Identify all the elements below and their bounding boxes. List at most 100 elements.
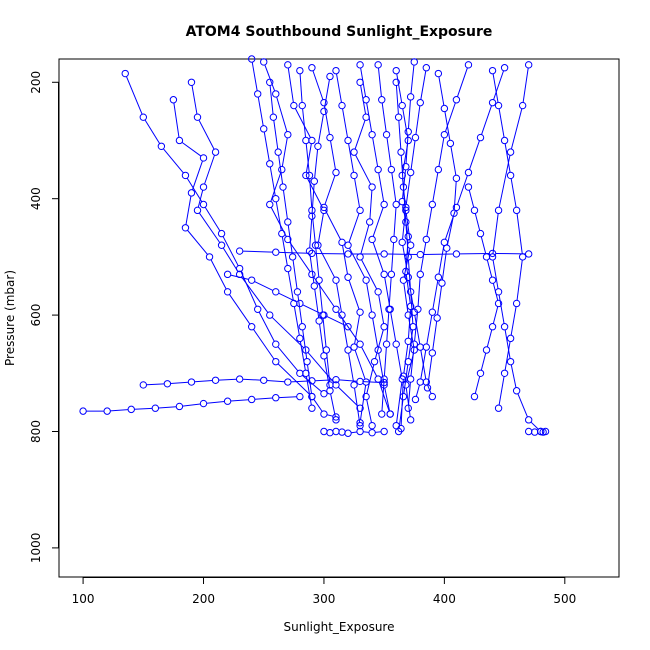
data-point xyxy=(397,148,405,156)
data-series xyxy=(411,64,509,404)
series-segment xyxy=(278,155,284,184)
series-segment xyxy=(278,396,297,399)
series-segment xyxy=(264,64,276,92)
series-segment xyxy=(319,324,325,353)
data-point xyxy=(440,104,449,113)
data-point xyxy=(217,241,226,249)
series-segment xyxy=(410,347,415,376)
series-segment xyxy=(383,347,387,376)
series-segment xyxy=(146,383,165,386)
series-segment xyxy=(324,175,336,205)
series-segment xyxy=(242,250,273,253)
series-segment xyxy=(391,172,397,202)
series-segment xyxy=(444,111,451,141)
data-point xyxy=(308,212,316,220)
data-point xyxy=(279,183,287,191)
data-point xyxy=(402,203,410,212)
series-segment xyxy=(354,349,366,380)
series-segment xyxy=(125,76,143,115)
series-segment xyxy=(282,190,288,219)
series-segment xyxy=(396,347,403,377)
series-segment xyxy=(410,140,416,170)
data-point xyxy=(409,323,417,331)
data-point xyxy=(296,334,304,343)
data-point xyxy=(524,416,533,424)
data-point xyxy=(404,273,412,281)
series-segment xyxy=(360,85,367,115)
series-segment xyxy=(372,318,379,347)
series-segment xyxy=(408,382,411,406)
data-series xyxy=(305,72,340,424)
data-point xyxy=(308,249,316,258)
series-segment xyxy=(254,397,273,400)
series-segment xyxy=(278,251,309,254)
data-point xyxy=(488,276,497,284)
series-segment xyxy=(384,387,391,412)
data-point xyxy=(332,413,340,421)
series-segment xyxy=(302,108,307,138)
series-segment xyxy=(516,213,523,254)
series-segment xyxy=(230,274,249,280)
series-segment xyxy=(312,70,324,100)
series-segment xyxy=(305,376,312,406)
data-point xyxy=(416,343,424,351)
data-point xyxy=(303,357,311,366)
series-segment xyxy=(192,160,203,191)
data-point xyxy=(476,229,485,238)
data-point xyxy=(500,323,509,331)
series-segment xyxy=(398,120,402,149)
data-point xyxy=(399,183,408,191)
data-point xyxy=(410,346,418,354)
data-point xyxy=(157,142,166,151)
data-point xyxy=(305,171,314,180)
data-point xyxy=(374,375,382,383)
data-point xyxy=(79,407,87,415)
data-point xyxy=(356,206,364,215)
series-segment xyxy=(420,350,427,379)
data-point xyxy=(199,399,208,408)
data-point xyxy=(390,235,398,244)
data-point xyxy=(434,165,443,174)
series-segment xyxy=(299,73,303,103)
data-point xyxy=(260,125,268,133)
series-segment xyxy=(314,289,320,318)
data-point xyxy=(293,288,302,296)
data-point xyxy=(443,244,451,252)
data-point xyxy=(296,392,304,401)
data-point xyxy=(311,241,320,249)
data-point xyxy=(464,61,473,69)
series-segment xyxy=(354,178,361,208)
data-point xyxy=(406,375,415,383)
data-point xyxy=(387,270,396,279)
series-segment xyxy=(354,315,361,345)
series-segment xyxy=(510,306,517,336)
data-point xyxy=(470,206,479,215)
series-segment xyxy=(432,280,439,310)
data-point xyxy=(338,428,346,436)
series-segment xyxy=(486,259,493,278)
data-point xyxy=(524,250,533,258)
data-point xyxy=(404,232,412,241)
series-segment xyxy=(290,380,309,383)
data-series xyxy=(488,66,527,412)
series-segment xyxy=(191,85,198,115)
data-point xyxy=(235,247,244,255)
data-point xyxy=(175,136,184,145)
data-series xyxy=(235,247,533,259)
data-point xyxy=(332,375,340,384)
y-axis-label: Pressure (mbar) xyxy=(3,270,17,366)
series-segment xyxy=(210,259,227,290)
data-point xyxy=(151,404,160,412)
data-point xyxy=(406,241,415,249)
series-segment xyxy=(263,131,270,161)
series-segment xyxy=(337,386,359,407)
data-point xyxy=(398,101,406,110)
series-segment xyxy=(402,245,409,275)
series-segment xyxy=(230,399,249,402)
data-point xyxy=(332,168,340,177)
series-segment xyxy=(293,306,300,336)
data-point xyxy=(296,66,304,75)
series-segment xyxy=(403,190,407,219)
series-segment xyxy=(492,259,499,289)
data-point xyxy=(314,241,322,249)
